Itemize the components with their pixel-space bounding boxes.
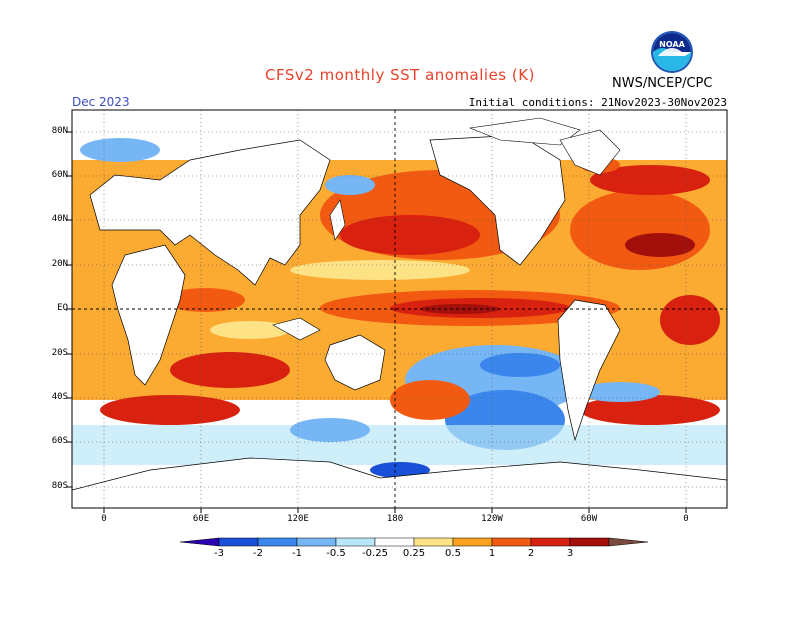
anomaly-field xyxy=(72,110,727,508)
lon-label: 0 xyxy=(683,514,689,524)
colorbar-swatch xyxy=(608,537,649,547)
colorbar-label: -0.5 xyxy=(326,548,346,559)
forecast-month: Dec 2023 xyxy=(72,95,130,109)
colorbar-label: 0.25 xyxy=(402,548,426,559)
lat-label: 40N xyxy=(51,214,68,224)
colorbar-swatch xyxy=(218,537,259,547)
lon-label: 180 xyxy=(386,514,404,524)
colorbar xyxy=(179,537,649,547)
lat-label: EQ xyxy=(57,303,68,313)
equator-dateline-lines xyxy=(72,110,727,508)
agency-label: NWS/NCEP/CPC xyxy=(612,76,713,91)
colorbar-label: 2 xyxy=(527,548,535,559)
colorbar-label: -1 xyxy=(292,548,302,559)
colorbar-label: 1 xyxy=(488,548,496,559)
axis-ticks xyxy=(66,131,687,513)
noaa-logo: NOAA xyxy=(651,31,693,73)
colorbar-label: -0.25 xyxy=(362,548,388,559)
colorbar-swatch xyxy=(374,537,415,547)
colorbar-swatch xyxy=(530,537,571,547)
colorbar-swatch xyxy=(257,537,298,547)
colorbar-label: -3 xyxy=(214,548,224,559)
colorbar-swatch xyxy=(296,537,337,547)
lon-label: 60W xyxy=(580,514,598,524)
lat-label: 80S xyxy=(51,481,68,491)
colorbar-label: 0.5 xyxy=(445,548,461,559)
map-title: CFSv2 monthly SST anomalies (K) xyxy=(265,66,535,84)
colorbar-label: 3 xyxy=(566,548,574,559)
initial-conditions: Initial conditions: 21Nov2023-30Nov2023 xyxy=(468,96,727,109)
lat-label: 80N xyxy=(51,126,68,136)
lon-label: 0 xyxy=(101,514,107,524)
colorbar-swatch xyxy=(413,537,454,547)
colorbar-swatch xyxy=(569,537,610,547)
colorbar-swatch xyxy=(335,537,376,547)
lat-label: 40S xyxy=(51,392,68,402)
colorbar-swatch xyxy=(452,537,493,547)
colorbar-swatch xyxy=(179,537,220,547)
lat-label: 20S xyxy=(51,348,68,358)
colorbar-swatch xyxy=(491,537,532,547)
lon-label: 120E xyxy=(287,514,309,524)
lat-label: 60N xyxy=(51,170,68,180)
lat-label: 20N xyxy=(51,259,68,269)
svg-text:NOAA: NOAA xyxy=(659,40,685,49)
colorbar-label: -2 xyxy=(253,548,263,559)
lon-label: 60E xyxy=(192,514,210,524)
lat-label: 60S xyxy=(51,436,68,446)
lon-label: 120W xyxy=(481,514,503,524)
